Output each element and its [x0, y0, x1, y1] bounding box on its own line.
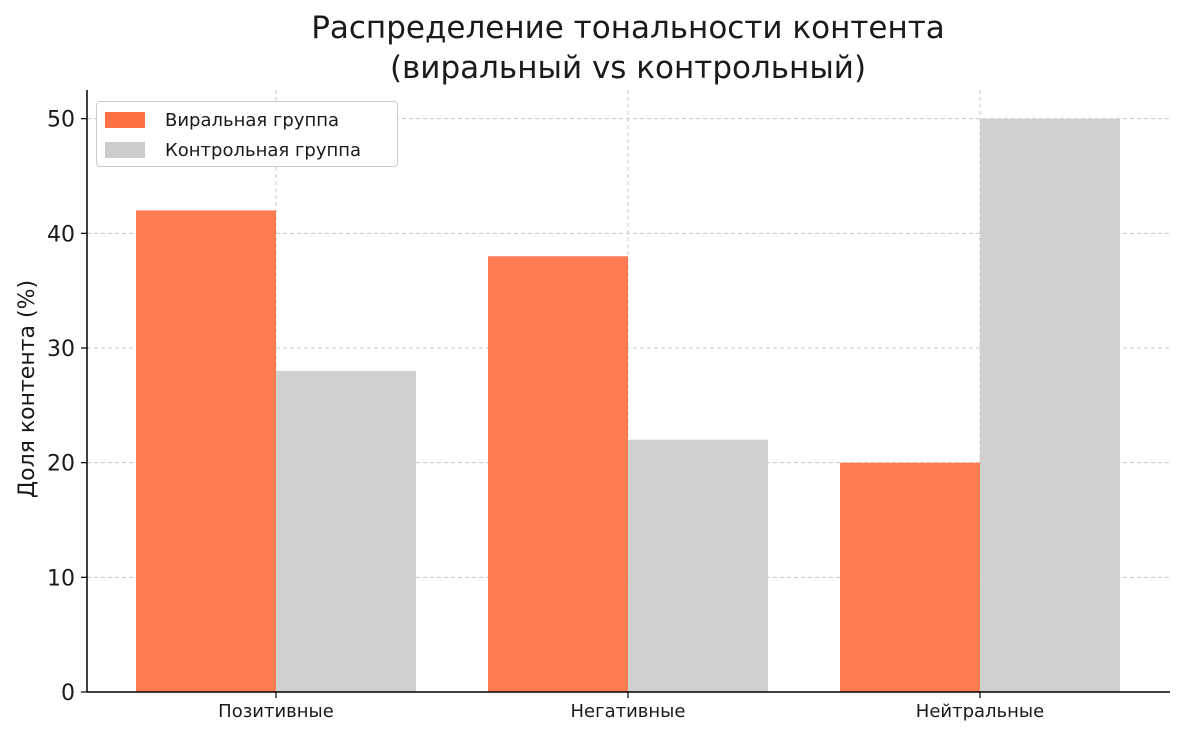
legend-entry-control: Контрольная группа — [105, 138, 361, 162]
legend-swatch-control — [105, 142, 145, 158]
x-tick-label-1: Негативные — [571, 701, 686, 722]
chart-legend: Виральная группа Контрольная группа — [96, 101, 398, 167]
y-tick-label-30: 30 — [47, 337, 75, 362]
x-ticks: Позитивные Негативные Нейтральные — [218, 692, 1044, 722]
y-tick-label-50: 50 — [47, 108, 75, 133]
x-tick-label-0: Позитивные — [218, 701, 334, 722]
legend-entry-viral: Виральная группа — [105, 108, 339, 132]
legend-label-viral: Виральная группа — [165, 109, 340, 131]
chart-subtitle-line: (виральный vs контрольный) — [389, 50, 867, 86]
y-tick-label-40: 40 — [47, 222, 75, 247]
chart-title-line: Распределение тональности контента — [311, 10, 945, 46]
bar-control-1 — [628, 439, 768, 692]
y-tick-label-10: 10 — [47, 566, 75, 591]
legend-label-control: Контрольная группа — [165, 139, 362, 161]
bar-control-0 — [276, 370, 416, 692]
y-ticks: 0 10 20 30 40 50 — [47, 108, 87, 706]
legend-swatch-viral — [105, 112, 145, 128]
y-tick-label-0: 0 — [61, 681, 75, 706]
bar-viral-0 — [136, 210, 276, 692]
y-axis-label: Доля контента (%) — [15, 280, 40, 498]
chart-title: Распределение тональности контента (вира… — [0, 8, 1185, 88]
y-tick-label-20: 20 — [47, 452, 75, 477]
bar-viral-1 — [488, 256, 628, 692]
bar-viral-2 — [840, 462, 980, 692]
bars — [136, 118, 1120, 692]
x-tick-label-2: Нейтральные — [916, 701, 1044, 722]
bar-control-2 — [980, 118, 1120, 692]
